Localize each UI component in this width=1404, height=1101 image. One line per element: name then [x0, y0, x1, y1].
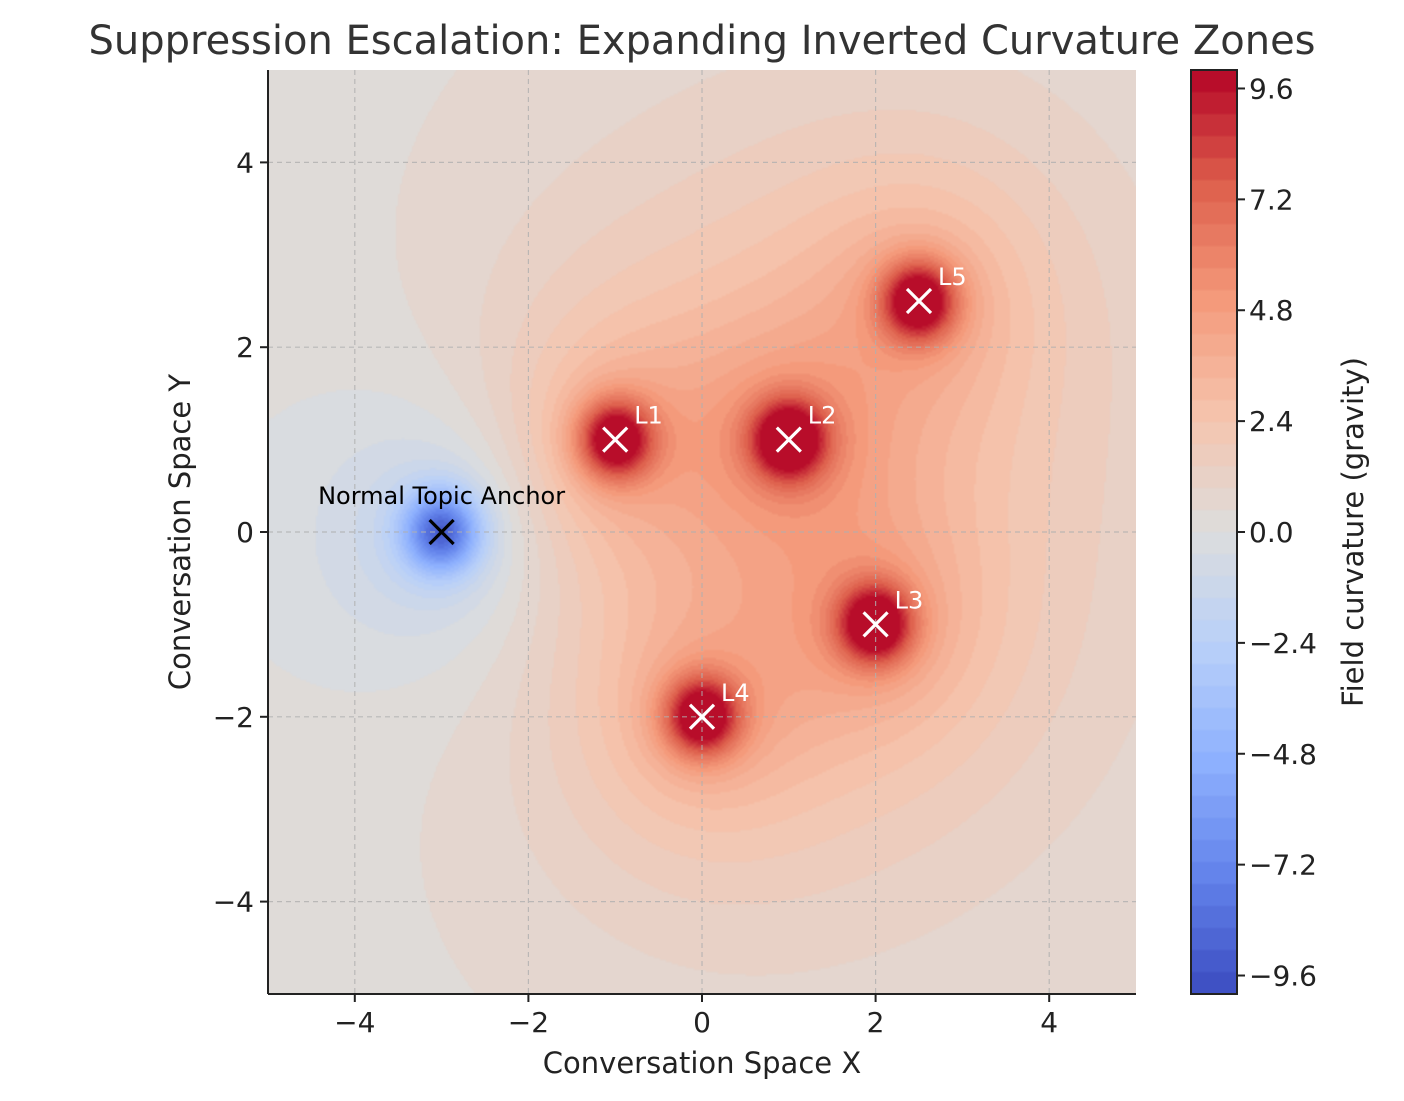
- x-marker-icon: [862, 611, 889, 638]
- source-label: L2: [808, 402, 837, 430]
- y-tick-label: −2: [213, 701, 254, 734]
- chart-title: Suppression Escalation: Expanding Invert…: [88, 18, 1315, 64]
- colorbar-tick-label: −7.2: [1249, 849, 1317, 882]
- x-marker-icon: [428, 518, 455, 546]
- y-tick-labels: −4 −2 0 2 4: [213, 146, 268, 919]
- colorbar-tick-label: −4.8: [1249, 738, 1317, 771]
- x-tick-label: 0: [693, 1006, 711, 1039]
- source-label: Normal Topic Anchor: [318, 482, 565, 510]
- source-marker: L3: [862, 586, 924, 638]
- x-marker-icon: [905, 287, 933, 315]
- colorbar-label: Field curvature (gravity): [1336, 357, 1370, 707]
- x-marker-icon: [688, 703, 716, 730]
- source-marker: Normal Topic Anchor: [318, 482, 565, 546]
- y-axis-label: Conversation Space Y: [163, 374, 197, 691]
- source-marker: L4: [688, 679, 750, 730]
- colorbar: 9.6 7.2 4.8 2.4 0.0 −2.4 −4.8 −7.2 −9.6 Field cu…: [1190, 69, 1370, 995]
- colorbar-tick-label: 7.2: [1249, 183, 1294, 216]
- source-marker: L2: [775, 402, 837, 453]
- colorbar-tick-label: 9.6: [1249, 72, 1294, 105]
- colorbar-tick-label: −2.4: [1249, 627, 1317, 660]
- source-label: L1: [634, 402, 663, 430]
- x-marker-icon: [602, 426, 629, 453]
- colorbar-tick-label: 2.4: [1249, 405, 1294, 438]
- x-axis-label: Conversation Space X: [543, 1046, 861, 1080]
- x-marker-icon: [775, 426, 802, 453]
- y-tick-label: 0: [236, 516, 254, 549]
- source-marker: L1: [602, 402, 663, 453]
- y-tick-label: −4: [213, 886, 254, 919]
- source-label: L3: [895, 586, 924, 614]
- x-tick-label: 2: [867, 1006, 885, 1039]
- colorbar-tick-label: 4.8: [1249, 294, 1294, 327]
- colorbar-tick-label: −9.6: [1249, 960, 1317, 993]
- source-label: L5: [938, 263, 967, 291]
- colorbar-tick-label: 0.0: [1249, 516, 1294, 549]
- x-tick-label: −2: [508, 1006, 549, 1039]
- x-tick-label: −4: [334, 1006, 375, 1039]
- source-markers: Normal Topic Anchor L1 L2 L3 L4 L5: [318, 263, 967, 730]
- x-tick-label: 4: [1040, 1006, 1058, 1039]
- y-tick-label: 2: [236, 331, 254, 364]
- colorbar-gradient: [1191, 70, 1237, 994]
- source-marker: L5: [905, 263, 967, 315]
- colorbar-ticks: 9.6 7.2 4.8 2.4 0.0 −2.4 −4.8 −7.2 −9.6: [1237, 72, 1317, 993]
- x-tick-labels: −4 −2 0 2 4: [334, 994, 1058, 1039]
- y-tick-label: 4: [236, 146, 254, 179]
- plot-area: Normal Topic Anchor L1 L2 L3 L4 L5 −4 −2 0 2 4 −4…: [213, 70, 1136, 1039]
- source-label: L4: [721, 679, 750, 707]
- grid-lines: [268, 70, 1136, 994]
